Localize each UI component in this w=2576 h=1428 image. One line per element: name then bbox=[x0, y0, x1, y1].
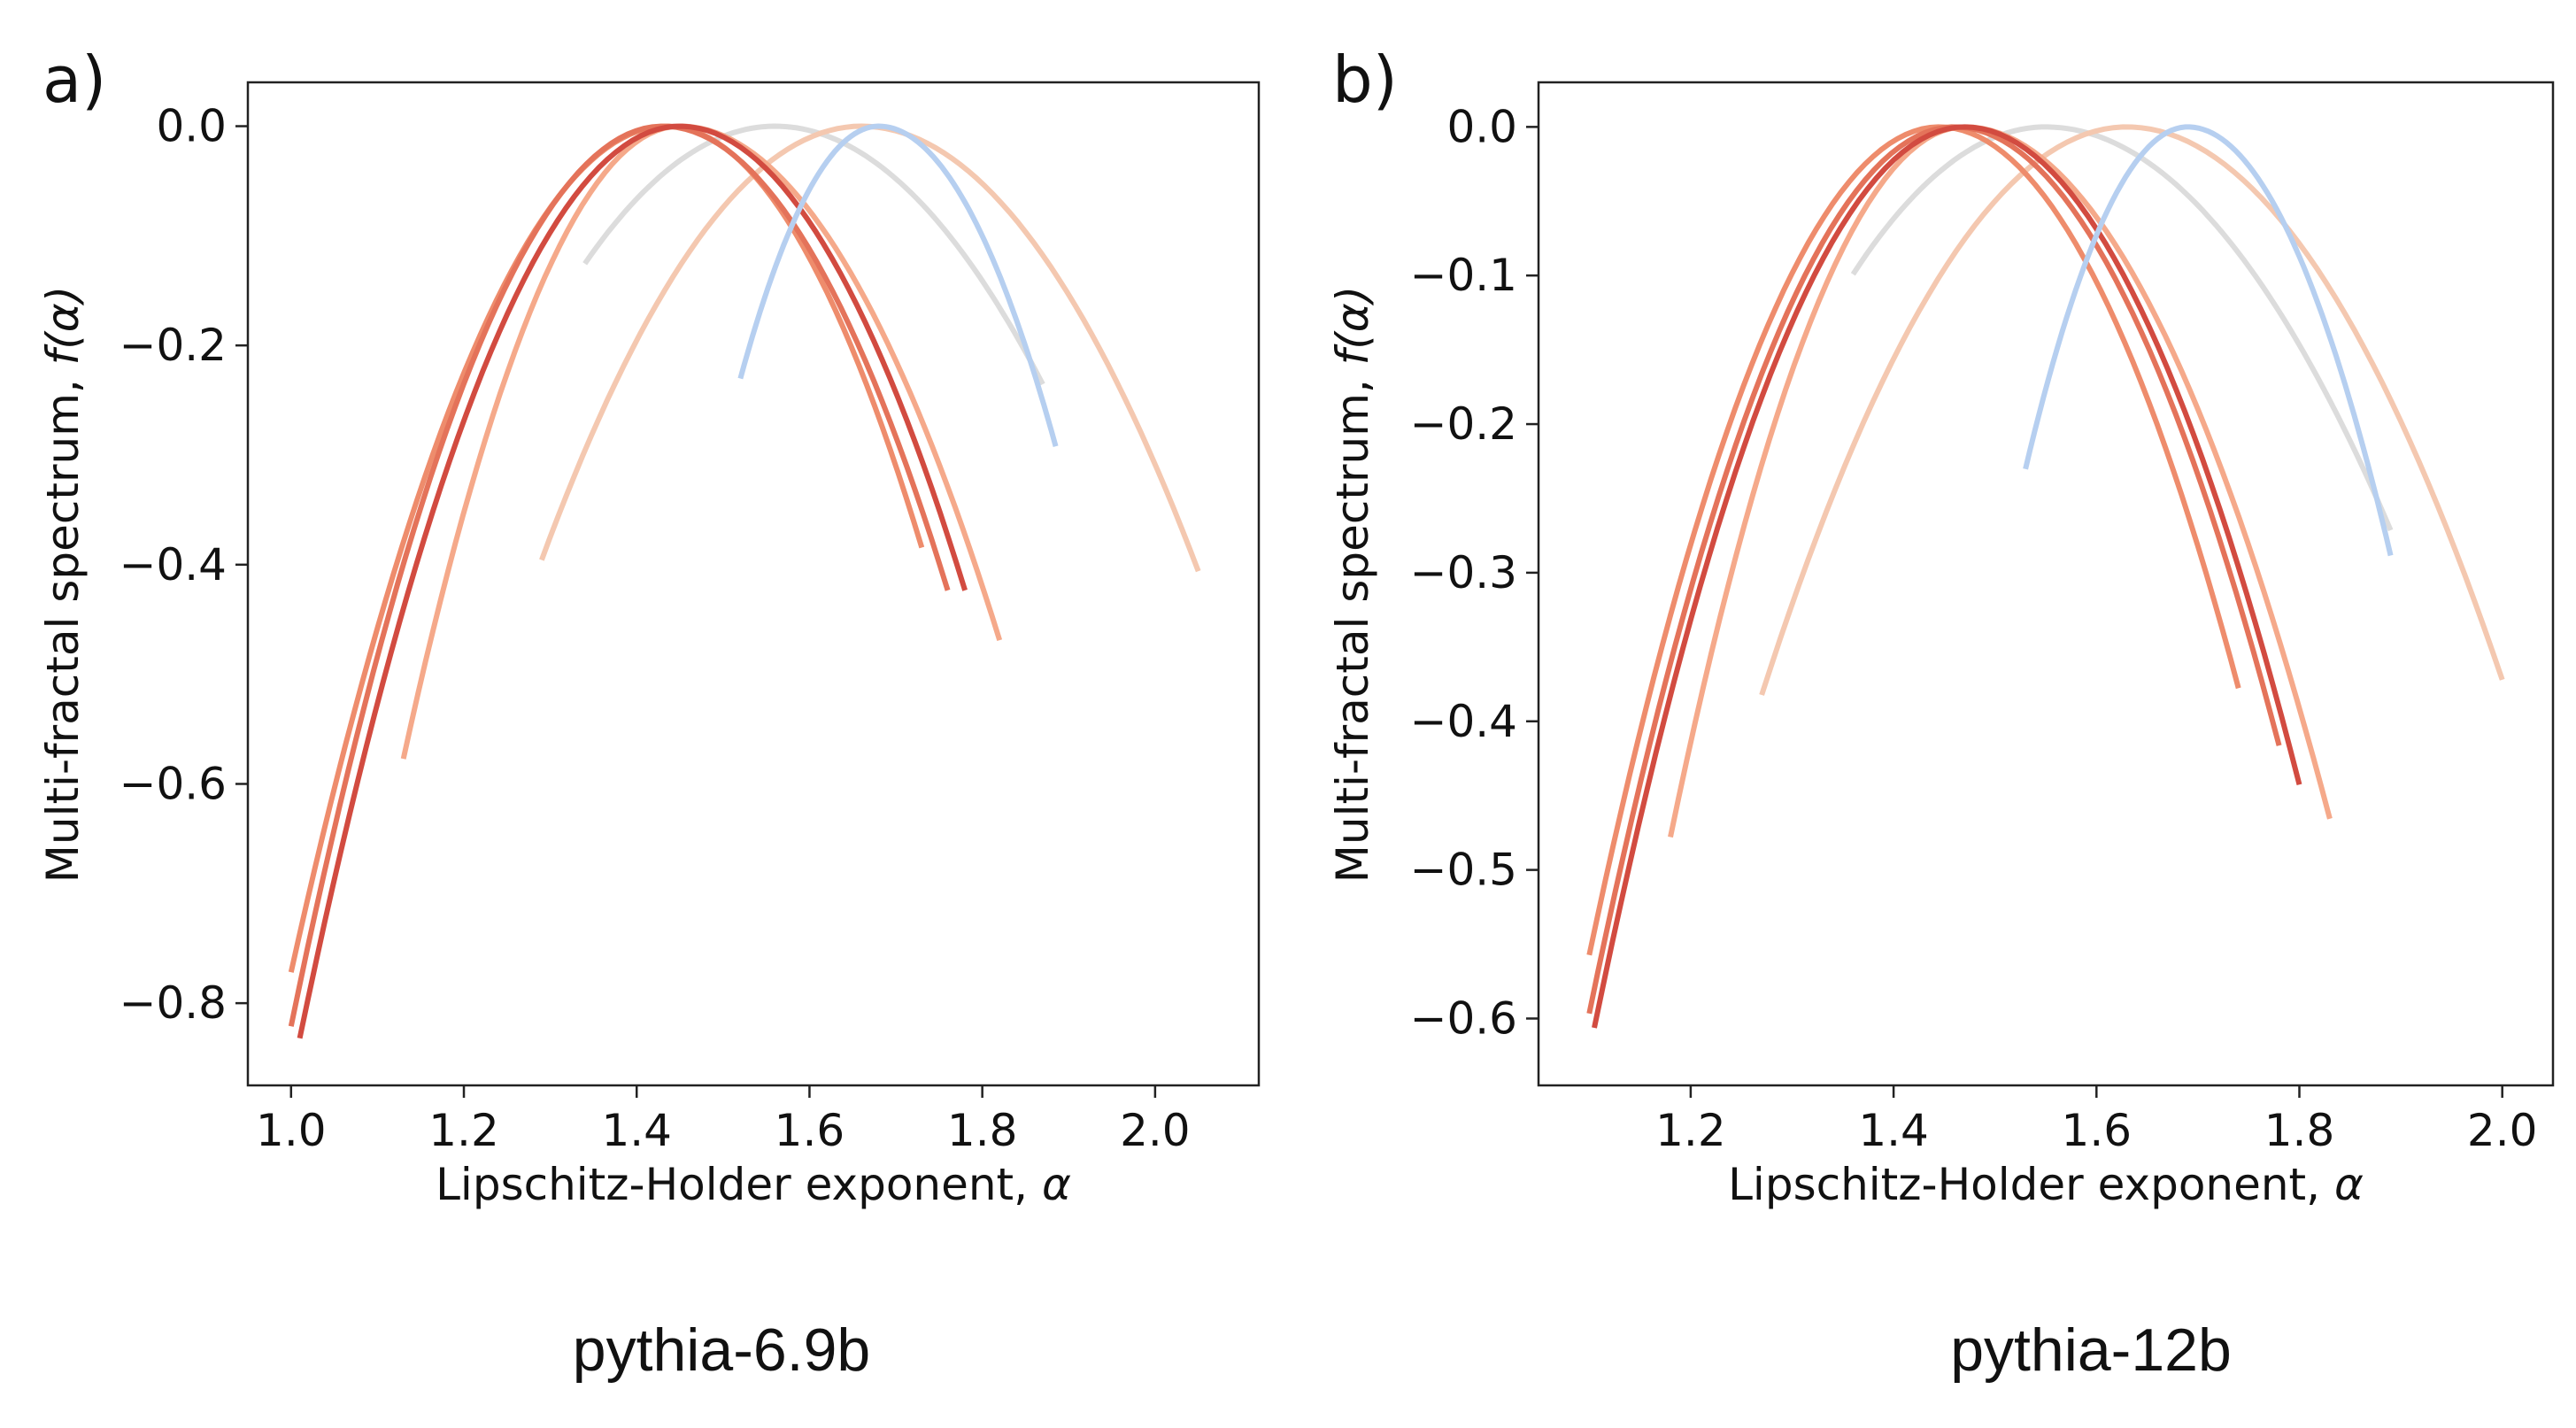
x-axis-label: Lipschitz-Holder exponent, α bbox=[436, 1159, 1071, 1210]
series-line-6 bbox=[1592, 124, 2302, 1029]
y-tick-label: −0.4 bbox=[120, 539, 227, 590]
y-tick-label: −0.1 bbox=[1410, 250, 1517, 301]
x-tick-label: 1.2 bbox=[1655, 1105, 1726, 1156]
x-tick-label: 2.0 bbox=[2467, 1105, 2538, 1156]
x-tick-label: 1.4 bbox=[601, 1105, 672, 1156]
x-axis-ticks: 1.2 1.4 1.6 1.8 2.0 bbox=[1655, 1085, 2537, 1156]
y-tick-label: −0.6 bbox=[120, 758, 227, 809]
series-line-5 bbox=[1586, 124, 2282, 1015]
y-tick-label: −0.2 bbox=[120, 320, 227, 371]
y-tick-label: −0.2 bbox=[1410, 398, 1517, 450]
y-axis-label: Multi-fractal spectrum, f(α) bbox=[37, 286, 89, 884]
series-line-6 bbox=[297, 123, 968, 1039]
series-line-3 bbox=[400, 123, 1003, 760]
series-line-5 bbox=[288, 123, 951, 1027]
panel-caption: pythia-12b bbox=[1950, 1316, 2232, 1384]
panel-label: a) bbox=[42, 42, 106, 117]
panel-label: b) bbox=[1332, 42, 1398, 117]
series-line-2 bbox=[1759, 124, 2505, 696]
y-tick-label: −0.4 bbox=[1410, 696, 1517, 747]
y-tick-label: −0.6 bbox=[1410, 992, 1517, 1044]
panel-caption: pythia-6.9b bbox=[573, 1316, 870, 1384]
y-tick-label: −0.8 bbox=[120, 977, 227, 1029]
y-axis-label: Multi-fractal spectrum, f(α) bbox=[1327, 286, 1378, 884]
x-tick-label: 1.6 bbox=[775, 1105, 845, 1156]
x-tick-label: 1.2 bbox=[428, 1105, 499, 1156]
plot-area bbox=[246, 81, 1261, 1087]
series-layer bbox=[288, 123, 1201, 1039]
series-layer bbox=[1586, 124, 2505, 1029]
series-line-3 bbox=[1668, 124, 2333, 838]
series-line-1 bbox=[1850, 124, 2394, 532]
x-tick-label: 2.0 bbox=[1120, 1105, 1191, 1156]
y-tick-label: 0.0 bbox=[156, 101, 227, 152]
y-tick-label: 0.0 bbox=[1446, 101, 1517, 152]
y-axis-ticks: 0.0 −0.2 −0.4 −0.6 −0.8 bbox=[120, 101, 248, 1029]
plot-area bbox=[1537, 81, 2555, 1087]
series-line-7 bbox=[2023, 124, 2394, 557]
x-tick-label: 1.6 bbox=[2062, 1105, 2133, 1156]
x-axis-ticks: 1.0 1.2 1.4 1.6 1.8 2.0 bbox=[256, 1085, 1191, 1156]
y-tick-label: −0.5 bbox=[1410, 845, 1517, 896]
y-tick-label: −0.3 bbox=[1410, 547, 1517, 598]
x-tick-label: 1.4 bbox=[1858, 1105, 1929, 1156]
y-axis-ticks: 0.0 −0.1 −0.2 −0.3 −0.4 −0.5 −0.6 bbox=[1410, 101, 1539, 1044]
series-line-1 bbox=[582, 123, 1045, 386]
series-line-4 bbox=[1586, 124, 2241, 956]
panel-b: b) 1.2 1.4 1.6 1.8 2.0 0.0 −0.1 −0.2 −0.3 −0.4 −0… bbox=[1327, 42, 2555, 1384]
x-axis-label: Lipschitz-Holder exponent, α bbox=[1728, 1159, 2364, 1210]
x-tick-label: 1.8 bbox=[2264, 1105, 2335, 1156]
panel-a: a) 1.0 1.2 1.4 1.6 1.8 2.0 0.0 −0.2 −0.4 −0.6 −0.… bbox=[37, 42, 1261, 1384]
x-tick-label: 1.8 bbox=[947, 1105, 1018, 1156]
x-tick-label: 1.0 bbox=[256, 1105, 327, 1156]
series-line-7 bbox=[737, 123, 1059, 448]
